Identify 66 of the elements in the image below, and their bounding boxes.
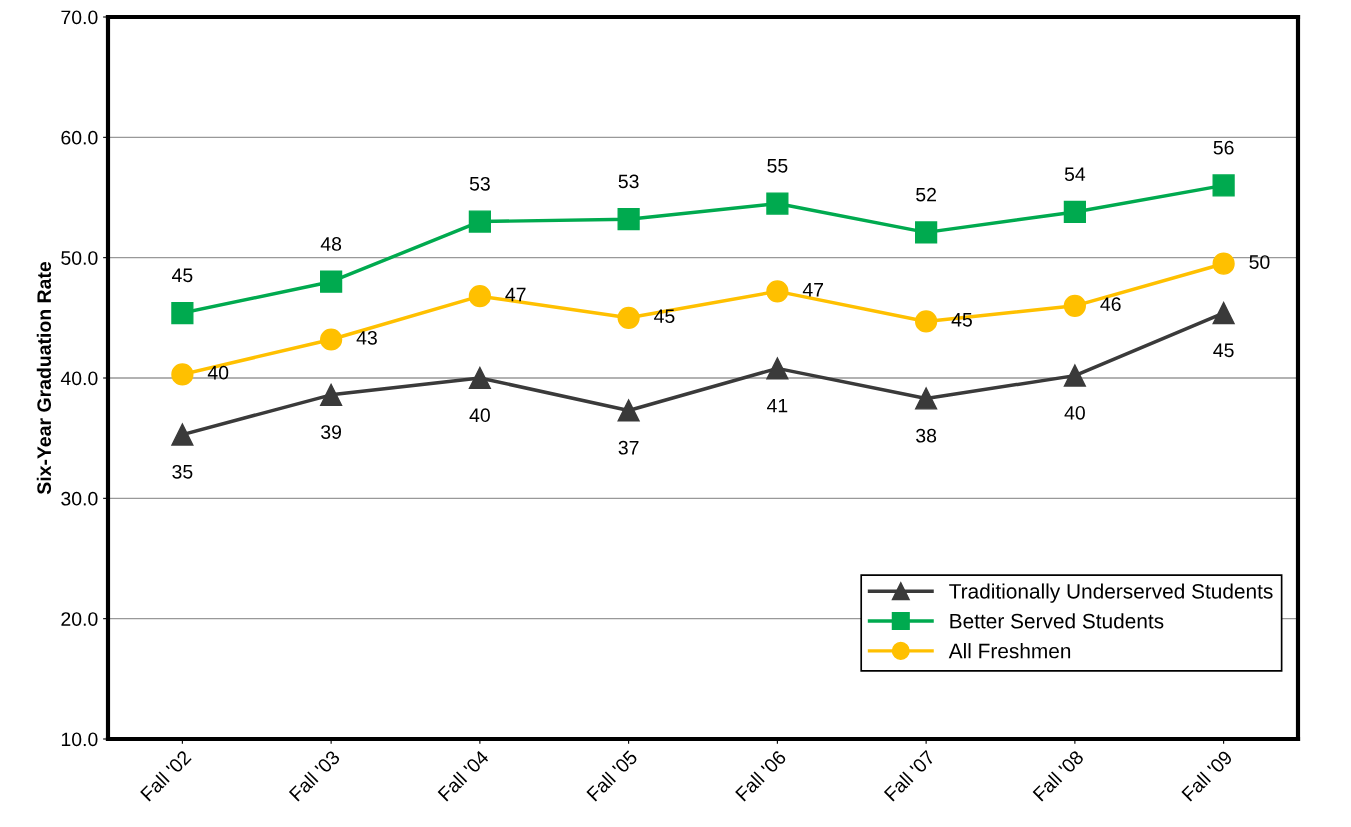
x-tick-label: Fall '08 (1032, 749, 1085, 802)
point (766, 192, 789, 215)
data-label: 46 (1100, 297, 1121, 312)
data-label: 40 (469, 408, 490, 423)
data-label: 52 (916, 187, 936, 202)
data-label: 40 (1064, 405, 1085, 420)
y-tick-label: 40.0 (60, 371, 98, 386)
data-label: 39 (321, 425, 342, 439)
x-tick-label: Fall '03 (288, 749, 341, 802)
x-tick-label: Fall '09 (1180, 749, 1234, 802)
data-label: 37 (618, 440, 639, 455)
point (915, 387, 938, 410)
x-tick-label: Fall '05 (585, 749, 639, 802)
x-tick-label: Fall '02 (139, 749, 192, 802)
point (915, 221, 938, 244)
y-tick-label: 10.0 (61, 732, 98, 747)
point (915, 310, 938, 333)
point (320, 383, 343, 406)
point (468, 366, 491, 390)
data-label: 35 (172, 464, 193, 479)
data-label: 45 (172, 268, 193, 283)
point (766, 280, 789, 303)
y-tick-label: 70.0 (61, 10, 98, 25)
point (617, 208, 640, 231)
point (1063, 200, 1086, 224)
x-tick-label: Fall '06 (734, 749, 787, 802)
point (171, 363, 194, 386)
data-label: 53 (618, 174, 639, 189)
point (468, 285, 491, 308)
data-label: 50 (1249, 255, 1270, 269)
data-label: 45 (1213, 343, 1234, 358)
point (1212, 252, 1235, 275)
point (766, 357, 789, 380)
point (1212, 174, 1235, 197)
data-label: 53 (469, 176, 490, 191)
point (1063, 364, 1086, 387)
x-tick-label: Fall '07 (883, 749, 936, 802)
data-label: 41 (767, 398, 788, 413)
legend-label: Traditionally Underserved Students (949, 583, 1273, 603)
data-label: 45 (654, 309, 675, 324)
data-label: 48 (320, 237, 342, 251)
point (1063, 294, 1086, 317)
data-label: 55 (767, 159, 788, 173)
y-tick-label: 60.0 (61, 130, 98, 145)
y-tick-label: 30.0 (61, 491, 98, 506)
point (617, 399, 640, 422)
point (171, 423, 194, 446)
data-label: 54 (1064, 167, 1086, 182)
data-label: 47 (505, 287, 526, 302)
y-axis-title: Six-Year Graduation Rate (36, 261, 52, 495)
point (468, 210, 491, 233)
point (320, 270, 343, 293)
point (1212, 301, 1235, 325)
legend-label: Better Served Students (950, 613, 1164, 629)
data-label: 47 (802, 283, 824, 297)
point (617, 306, 640, 329)
point (320, 328, 343, 351)
data-label: 38 (916, 428, 937, 443)
y-tick-label: 20.0 (61, 612, 98, 626)
point (171, 301, 194, 325)
x-tick-label: Fall '04 (437, 749, 490, 802)
data-label: 56 (1213, 140, 1234, 155)
legend-label: All Freshmen (948, 643, 1071, 659)
y-tick-label: 50.0 (61, 251, 98, 265)
data-label: 43 (356, 330, 377, 345)
data-label: 40 (207, 365, 229, 380)
